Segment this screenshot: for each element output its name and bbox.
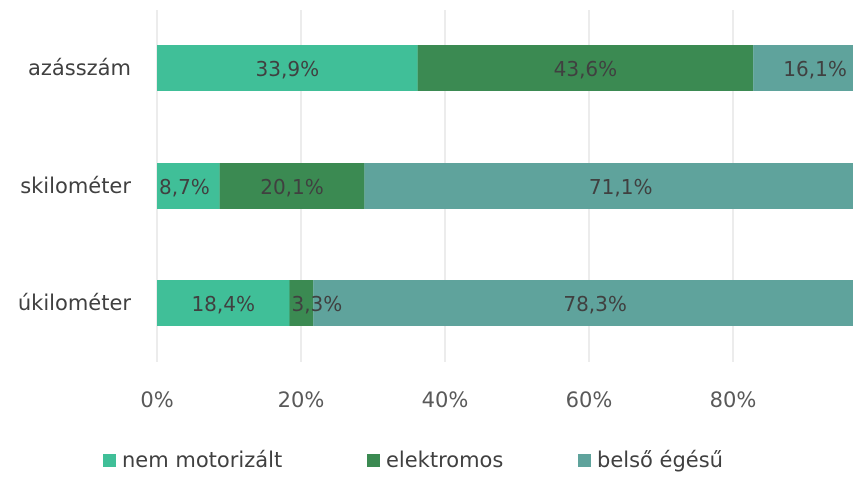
bar-segment	[417, 45, 754, 91]
bar-segment	[157, 163, 220, 209]
bar-segment	[157, 280, 290, 326]
data-label: 3,3%	[291, 292, 342, 316]
x-tick-label: 80%	[710, 388, 757, 412]
x-tick-label: 0%	[140, 388, 173, 412]
data-label: 8,7%	[159, 175, 210, 199]
bar-segment	[219, 163, 365, 209]
category-label: azásszám	[28, 56, 131, 80]
legend-swatch	[367, 453, 380, 467]
legend-label: elektromos	[386, 448, 504, 472]
data-label: 33,9%	[256, 57, 320, 81]
chart: 0%20%40%60%80%1azásszámskilométerúkilomé…	[18, 10, 853, 412]
data-label: 20,1%	[260, 175, 324, 199]
legend-swatch	[578, 453, 591, 467]
data-label: 71,1%	[589, 175, 653, 199]
legend-swatch	[103, 453, 116, 467]
data-label: 16,1%	[783, 57, 847, 81]
data-label: 43,6%	[554, 57, 618, 81]
x-tick-label: 20%	[278, 388, 325, 412]
bar-segment	[753, 45, 853, 91]
category-label: skilométer	[20, 174, 131, 198]
legend: nem motorizált elektromos belső égésű	[0, 444, 853, 476]
data-label: 18,4%	[191, 292, 255, 316]
legend-label: nem motorizált	[122, 448, 283, 472]
legend-item: belső égésű	[578, 444, 723, 476]
legend-label: belső égésű	[597, 448, 723, 472]
bar-segment	[289, 280, 314, 326]
bar-segment	[313, 280, 853, 326]
x-tick-label: 40%	[422, 388, 469, 412]
category-label: úkilométer	[18, 291, 132, 315]
data-label: 78,3%	[563, 292, 627, 316]
x-tick-label: 60%	[566, 388, 613, 412]
legend-item: nem motorizált	[103, 444, 282, 476]
bar-segment	[364, 163, 853, 209]
legend-item: elektromos	[367, 444, 503, 476]
bar-segment	[157, 45, 418, 91]
